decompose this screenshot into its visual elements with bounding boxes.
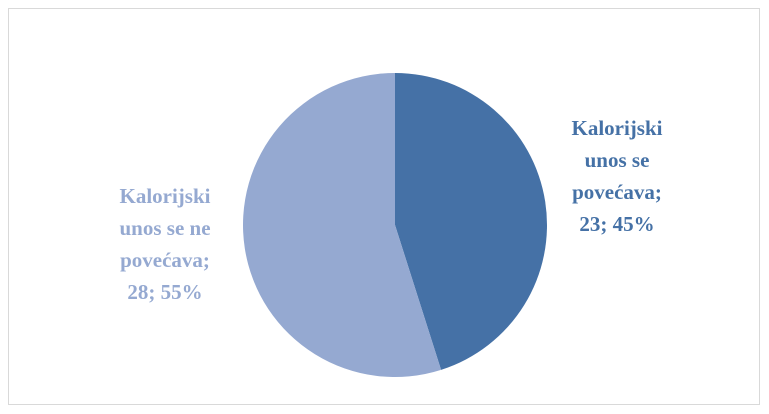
data-label-value: 28; 55%	[127, 280, 202, 304]
percent: 55%	[161, 280, 203, 304]
separator: ;	[148, 280, 160, 304]
data-label-category: Kalorijski unos se povećava;	[571, 116, 662, 204]
value: 28	[127, 280, 148, 304]
pie-slice	[243, 73, 442, 377]
separator: ;	[600, 212, 612, 236]
label-line: povećava	[572, 180, 655, 204]
value: 23	[579, 212, 600, 236]
label-line: povećava	[120, 248, 203, 272]
label-line: unos se	[585, 148, 650, 172]
label-separator: ;	[203, 248, 210, 272]
pie-slice	[395, 73, 548, 370]
label-line: unos se ne	[119, 216, 210, 240]
label-separator: ;	[655, 180, 662, 204]
data-label-category: Kalorijski unos se ne povećava;	[119, 184, 210, 272]
percent: 45%	[613, 212, 655, 236]
data-label-value: 23; 45%	[579, 212, 654, 236]
label-line: Kalorijski	[571, 116, 662, 140]
label-line: Kalorijski	[119, 184, 210, 208]
